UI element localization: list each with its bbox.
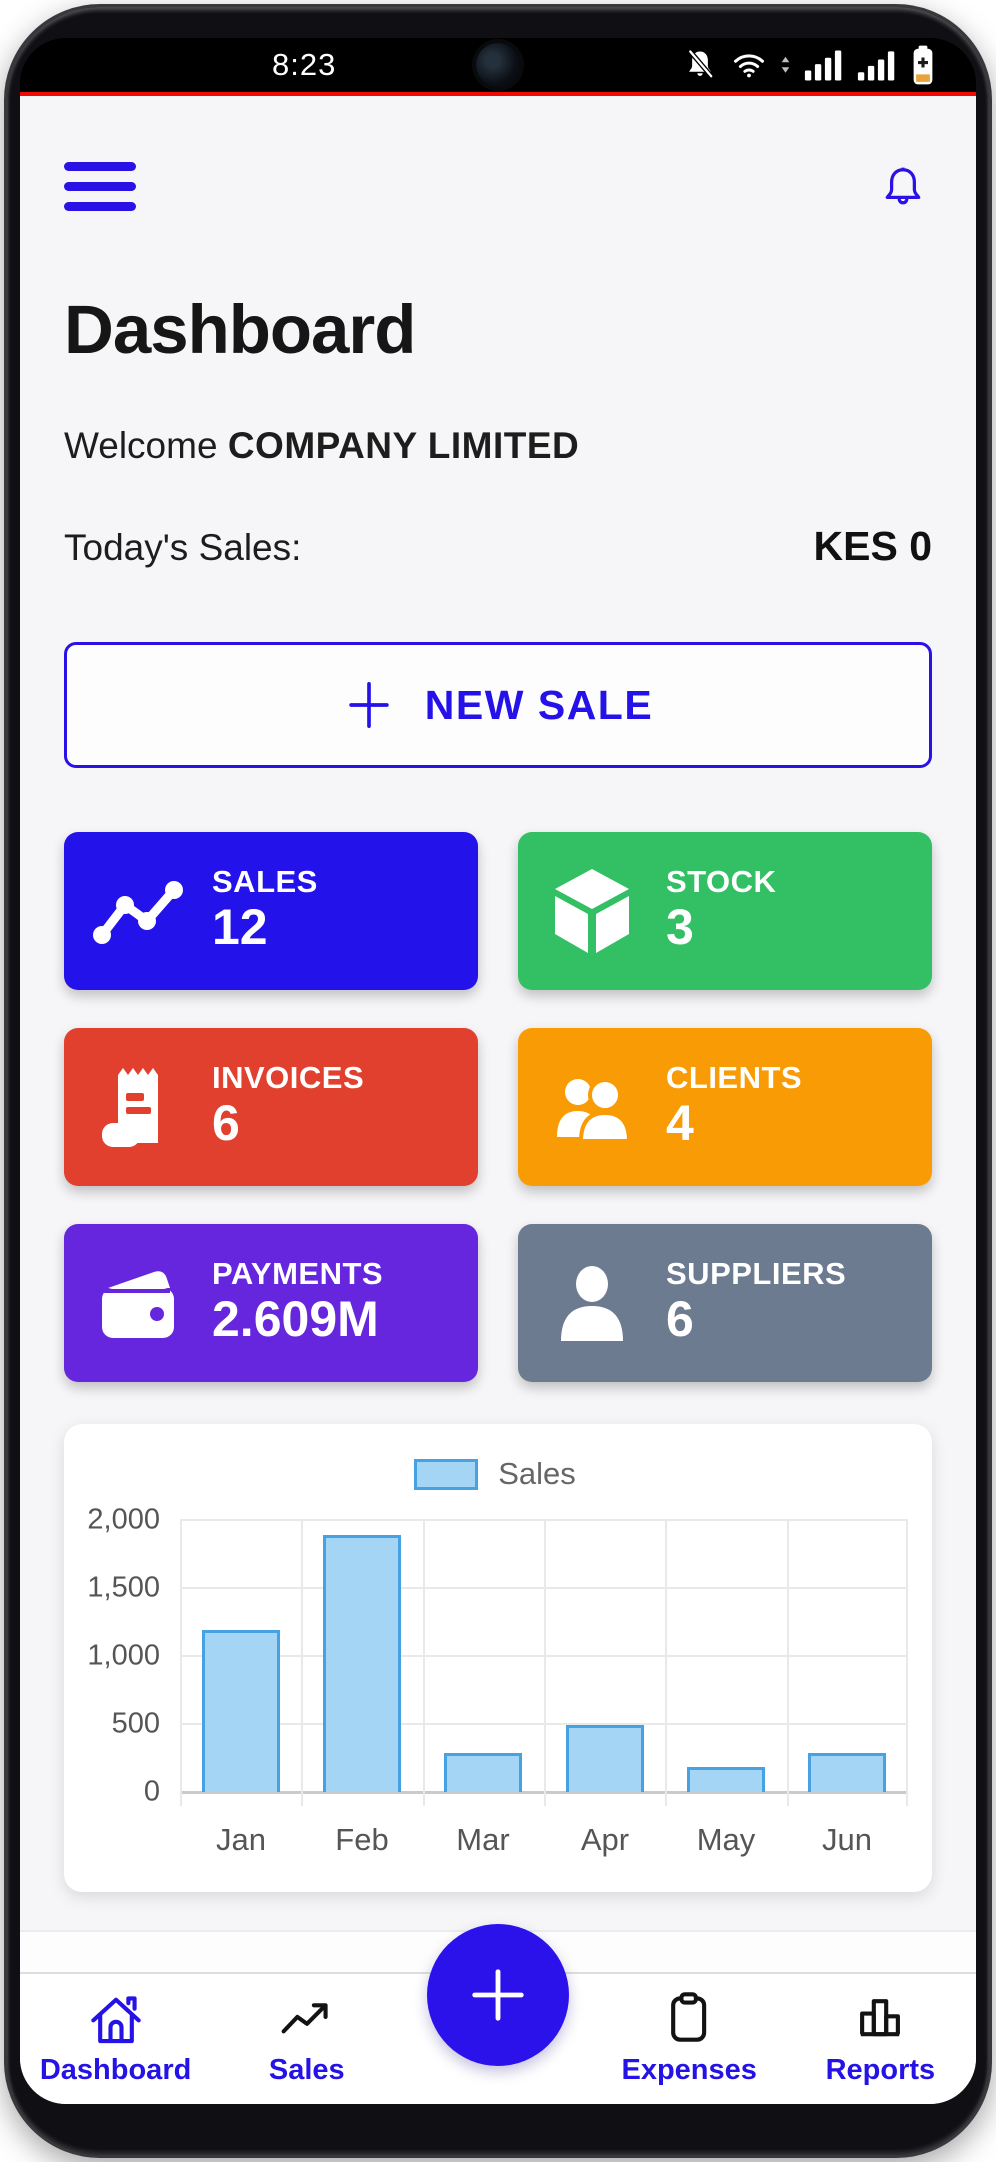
stat-card-value: 3 xyxy=(666,899,694,956)
stat-card-label: INVOICES xyxy=(212,1060,365,1096)
bar-chart: 0 500 1,000 1,500 2,000 Jan Feb Mar Apr May Jun xyxy=(76,1504,914,1866)
status-time: 8:23 xyxy=(272,47,337,82)
page-title: Dashboard xyxy=(64,291,416,368)
app-body: Dashboard Welcome COMPANY LIMITED Today'… xyxy=(20,96,976,2104)
x-tick-label: Jun xyxy=(822,1822,872,1857)
app-content: Dashboard Welcome COMPANY LIMITED Today'… xyxy=(20,96,976,1892)
clipboard-icon xyxy=(656,1986,722,2052)
todays-sales-label: Today's Sales: xyxy=(64,527,302,568)
stat-card-sales[interactable]: SALES 12 xyxy=(64,832,478,990)
stat-card-invoices[interactable]: INVOICES 6 xyxy=(64,1028,478,1186)
legend-label: Sales xyxy=(498,1456,576,1491)
bar-feb xyxy=(323,1535,401,1792)
x-tick-label: Jan xyxy=(216,1822,266,1857)
notification-bell-icon[interactable] xyxy=(874,157,932,215)
stat-card-label: PAYMENTS xyxy=(212,1256,384,1292)
person-icon xyxy=(544,1255,640,1351)
gridline xyxy=(180,1520,182,1806)
cell-signal2-icon xyxy=(857,48,897,82)
stat-card-value: 12 xyxy=(212,899,268,956)
chart-legend: Sales xyxy=(76,1450,914,1498)
gridline xyxy=(423,1520,425,1806)
company-name: COMPANY LIMITED xyxy=(227,425,580,466)
nav-item-sales[interactable]: Sales xyxy=(211,1974,402,2104)
updown-arrows-icon xyxy=(780,55,791,75)
gridline xyxy=(787,1520,789,1806)
x-axis-labels: Jan Feb Mar Apr May Jun xyxy=(180,1812,908,1862)
stat-card-value: 6 xyxy=(212,1095,240,1152)
bar-mar xyxy=(444,1753,522,1792)
nav-item-label: Dashboard xyxy=(39,2054,192,2086)
chart-plot-area xyxy=(180,1519,908,1806)
home-icon xyxy=(83,1986,149,2052)
gridline xyxy=(665,1520,667,1806)
y-tick-label: 1,500 xyxy=(87,1571,160,1604)
bar-apr xyxy=(566,1725,644,1792)
receipt-icon xyxy=(90,1059,186,1155)
phone-screen: 8:23 Dashboard Welcome COMPANY LIMITED T… xyxy=(20,38,976,2104)
bar-jun xyxy=(808,1753,886,1792)
trending-up-icon xyxy=(274,1986,340,2052)
legend-swatch xyxy=(414,1458,479,1490)
stat-card-label: CLIENTS xyxy=(666,1060,803,1096)
stat-card-payments[interactable]: PAYMENTS 2.609M xyxy=(64,1224,478,1382)
nav-item-label: Expenses xyxy=(621,2054,757,2086)
new-sale-button[interactable]: NEW SALE xyxy=(64,642,932,768)
y-tick-label: 1,000 xyxy=(87,1639,160,1672)
gridline xyxy=(544,1520,546,1806)
x-tick-label: May xyxy=(696,1822,756,1857)
todays-sales-row: Today's Sales: KES 0 xyxy=(64,523,932,570)
stat-card-label: SALES xyxy=(212,864,318,900)
status-bar: 8:23 xyxy=(20,38,976,92)
y-tick-label: 0 xyxy=(143,1775,160,1808)
welcome-prefix: Welcome xyxy=(64,425,228,466)
cube-icon xyxy=(544,863,640,959)
front-camera xyxy=(476,43,520,87)
welcome-text: Welcome COMPANY LIMITED xyxy=(64,425,932,467)
stat-card-stock[interactable]: STOCK 3 xyxy=(518,832,932,990)
bar-may xyxy=(687,1767,765,1792)
y-axis-labels: 0 500 1,000 1,500 2,000 xyxy=(76,1504,170,1808)
stat-card-value: 2.609M xyxy=(212,1291,379,1348)
new-sale-label: NEW SALE xyxy=(424,681,654,728)
stat-card-label: SUPPLIERS xyxy=(666,1256,847,1292)
gridline xyxy=(301,1520,303,1806)
sales-chart-card: Sales 0 500 1,000 1,500 2,000 Jan Feb Mar Apr Ma… xyxy=(64,1424,932,1892)
status-icons xyxy=(682,45,936,85)
stat-card-clients[interactable]: CLIENTS 4 xyxy=(518,1028,932,1186)
stat-cards-grid: SALES 12 STOCK 3 INVOICES 6 CLIENTS 4 PA… xyxy=(64,832,932,1382)
gridline xyxy=(906,1520,908,1806)
wifi-icon xyxy=(731,47,767,83)
menu-icon[interactable] xyxy=(64,161,136,211)
bottom-region: Dashboard Sales Expenses Reports xyxy=(20,1924,976,2104)
y-tick-label: 500 xyxy=(111,1707,160,1740)
stat-card-label: STOCK xyxy=(666,864,777,900)
notifications-off-icon xyxy=(682,47,718,83)
people-icon xyxy=(544,1059,640,1155)
stat-card-value: 6 xyxy=(666,1291,694,1348)
fab-new-button[interactable] xyxy=(427,1924,569,2066)
todays-sales-value: KES 0 xyxy=(813,523,933,569)
nav-item-reports[interactable]: Reports xyxy=(785,1974,976,2104)
x-tick-label: Mar xyxy=(456,1822,510,1857)
app-header xyxy=(64,160,932,212)
red-divider-line xyxy=(20,92,976,96)
bar-chart-icon xyxy=(847,1986,913,2052)
wallet-icon xyxy=(90,1255,186,1351)
stat-card-value: 4 xyxy=(666,1095,694,1152)
plus-icon xyxy=(343,679,395,731)
nav-item-expenses[interactable]: Expenses xyxy=(594,1974,785,2104)
nav-item-label: Reports xyxy=(825,2054,936,2086)
bar-jan xyxy=(202,1630,280,1792)
y-tick-label: 2,000 xyxy=(87,1503,160,1536)
nav-item-label: Sales xyxy=(268,2054,345,2086)
battery-saver-icon xyxy=(910,45,936,85)
x-tick-label: Apr xyxy=(580,1822,630,1857)
stat-card-suppliers[interactable]: SUPPLIERS 6 xyxy=(518,1224,932,1382)
cell-signal-icon xyxy=(804,48,844,82)
nav-item-dashboard[interactable]: Dashboard xyxy=(20,1974,211,2104)
trend-icon xyxy=(90,863,186,959)
x-tick-label: Feb xyxy=(335,1822,389,1857)
